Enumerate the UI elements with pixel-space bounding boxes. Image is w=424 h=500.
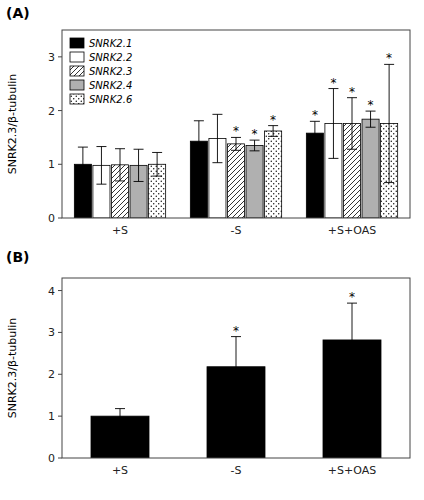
- bar: [246, 145, 263, 218]
- plot-frame: [62, 278, 410, 458]
- x-tick-label: +S+OAS: [328, 224, 376, 237]
- y-axis-label: SNRK2.3/β-tubulin: [6, 318, 19, 419]
- y-tick-label: 3: [48, 51, 55, 64]
- annotations: * * * * * * * *: [233, 51, 392, 141]
- y-tick: [58, 218, 62, 219]
- x-tick-label: +S+OAS: [328, 464, 376, 477]
- significance-mark: *: [270, 113, 276, 127]
- error-bar: [96, 147, 106, 185]
- significance-mark: *: [252, 127, 258, 141]
- error-bar: [310, 121, 320, 145]
- significance-mark: *: [368, 98, 374, 112]
- legend-label: SNRK2.2: [89, 52, 132, 63]
- error-bar: [212, 114, 222, 162]
- x-tick-label: -S: [231, 464, 242, 477]
- x-tick-label: +S: [112, 224, 128, 237]
- marks: [91, 303, 381, 458]
- error-bar: [268, 126, 278, 137]
- bar: [362, 119, 379, 218]
- panel-title: (B): [6, 249, 29, 265]
- error-bar: [384, 64, 394, 182]
- y-tick: [58, 374, 62, 375]
- y-tick: [58, 110, 62, 111]
- significance-mark: *: [349, 290, 355, 304]
- significance-mark: *: [233, 124, 239, 138]
- y-tick-label: 2: [48, 105, 55, 118]
- annotations: **: [233, 290, 355, 337]
- error-bar: [347, 303, 357, 377]
- panel: (A)SNRK2.3/β-tubulin0123+S-S+S+OAS******…: [6, 5, 410, 237]
- x-tick-label: +S: [112, 464, 128, 477]
- legend-label: SNRK2.1: [89, 38, 132, 49]
- y-tick: [58, 458, 62, 459]
- chart-svg: (A)SNRK2.3/β-tubulin0123+S-S+S+OAS******…: [0, 0, 424, 500]
- significance-mark: *: [386, 51, 392, 65]
- error-bar: [231, 337, 241, 397]
- legend-swatch: [70, 80, 84, 90]
- y-tick: [58, 290, 62, 291]
- y-tick-label: 0: [48, 452, 55, 465]
- error-bar: [328, 89, 338, 159]
- significance-mark: *: [233, 324, 239, 338]
- y-tick-label: 1: [48, 158, 55, 171]
- error-bar: [115, 409, 125, 424]
- y-tick-label: 0: [48, 212, 55, 225]
- bar: [265, 131, 282, 218]
- bar: [227, 144, 244, 218]
- bar: [306, 133, 323, 218]
- error-bar: [347, 98, 357, 150]
- legend-swatch: [70, 94, 84, 104]
- x-tick-label: -S: [231, 224, 242, 237]
- significance-mark: *: [349, 85, 355, 99]
- legend-label: SNRK2.6: [89, 94, 132, 105]
- y-tick-label: 1: [48, 410, 55, 423]
- legend-swatch: [70, 52, 84, 62]
- legend: SNRK2.1 SNRK2.2 SNRK2.3 SNRK2.4 SNRK2.6: [70, 38, 132, 105]
- error-bar: [231, 137, 241, 150]
- y-tick: [58, 56, 62, 57]
- marks: [74, 64, 397, 218]
- y-tick: [58, 164, 62, 165]
- chart-container: (A)SNRK2.3/β-tubulin0123+S-S+S+OAS******…: [0, 0, 424, 500]
- error-bar: [194, 121, 204, 162]
- y-axis-label: SNRK2.3/β-tubulin: [6, 74, 19, 175]
- y-tick: [58, 332, 62, 333]
- y-tick-label: 3: [48, 326, 55, 339]
- significance-mark: *: [330, 76, 336, 90]
- plot-frame: [62, 30, 410, 218]
- panel-title: (A): [6, 5, 30, 21]
- legend-swatch: [70, 38, 84, 48]
- significance-mark: *: [312, 108, 318, 122]
- error-bar: [134, 149, 144, 181]
- error-bar: [366, 111, 376, 127]
- legend-label: SNRK2.4: [89, 80, 132, 91]
- legend-swatch: [70, 66, 84, 76]
- error-bar: [250, 140, 260, 151]
- legend-label: SNRK2.3: [89, 66, 132, 77]
- y-tick-label: 4: [48, 285, 55, 298]
- panel: (B)SNRK2.3/β-tubulin01234+S-S+S+OAS**: [6, 249, 410, 477]
- y-tick-label: 2: [48, 368, 55, 381]
- y-tick: [58, 416, 62, 417]
- error-bar: [115, 149, 125, 181]
- error-bar: [78, 147, 88, 181]
- error-bar: [152, 152, 162, 176]
